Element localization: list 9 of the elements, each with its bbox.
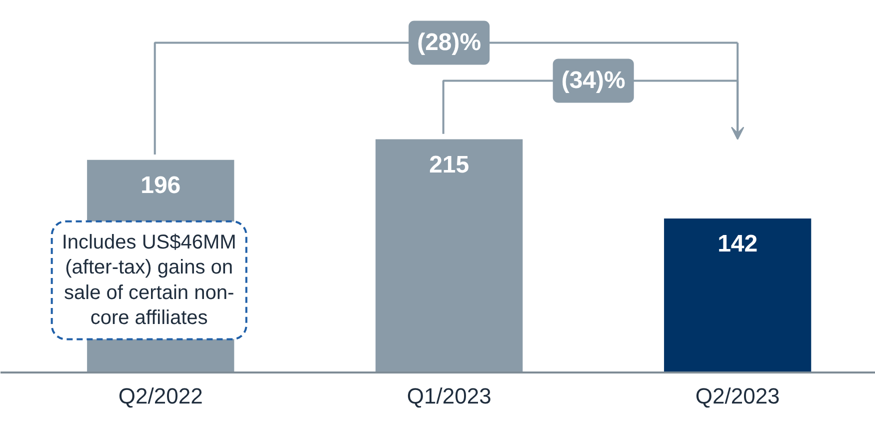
text: (34)%	[561, 67, 626, 94]
data-label: 196	[140, 172, 181, 199]
x-tick-label: Q2/2023	[695, 384, 780, 408]
annotation: Includes US$46MM (after-tax) gains on sale of certain non-core affiliates	[62, 231, 236, 330]
data-label: 215	[429, 151, 470, 178]
x-tick-label: Q1/2023	[406, 384, 492, 408]
text: (28)%	[417, 29, 482, 56]
data-label: 142	[718, 230, 758, 258]
x-tick-label: Q2/2022	[118, 384, 203, 408]
